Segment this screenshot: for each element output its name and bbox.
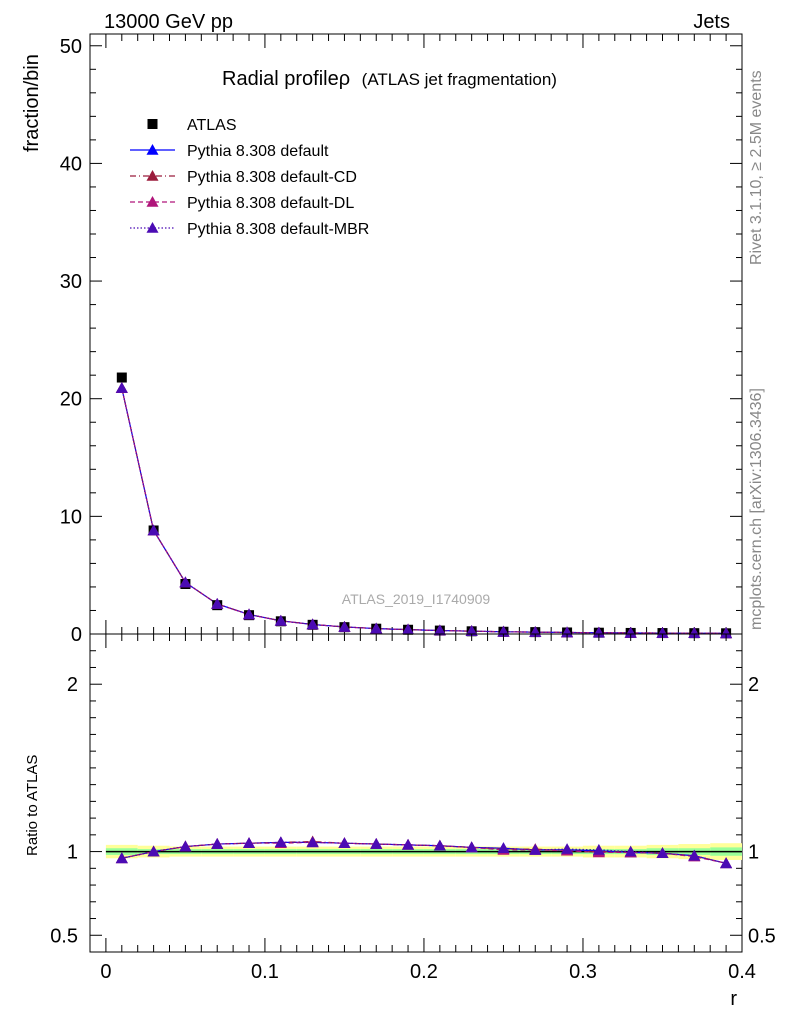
ratio-ytick-label-right: 0.5 [748,925,776,947]
main-point-data [116,372,127,383]
main-point-mbr [338,620,351,632]
legend-label: Pythia 8.308 default-CD [187,169,357,186]
legend-label: Pythia 8.308 default [187,143,329,160]
ratio-ylabel: Ratio to ATLAS [24,755,41,856]
ratio-point-mbr [561,843,574,854]
main-point-mbr [306,618,319,630]
ratio-line-cd [121,840,727,864]
chart-title: Radial profileρ (ATLAS jet fragmentation… [222,68,557,90]
ratio-point-mbr [402,838,415,850]
ratio-point-mbr [529,843,542,855]
mcplots-label: mcplots.cern.ch [arXiv:1306.3436] [748,388,765,630]
xlabel: r [730,988,737,1010]
main-ytick-label: 0 [71,624,82,646]
main-line-dl [121,387,727,634]
main-ytick-label: 40 [60,153,82,175]
xtick-label: 0.2 [410,961,438,983]
legend-item-data: ATLAS [147,117,237,134]
xtick-label: 0.4 [728,961,756,983]
legend-marker-mbr [146,222,159,233]
main-point-mbr [561,626,574,638]
main-panel: ATLAS_2019_I1740909 0 10 20 30 40 50 Radial p… [60,33,743,646]
ratio-point-mbr [211,838,224,849]
main-ytick-label: 20 [60,389,82,411]
ratio-point-mbr [179,840,192,852]
ratio-frame [89,633,743,953]
main-ytick-label: 50 [60,36,82,58]
main-point-mbr [243,608,256,620]
main-point-mbr [179,576,192,588]
ratio-ytick-label-right: 1 [748,842,759,864]
legend-marker-default [146,144,159,155]
main-ylabel: fraction/bin [21,54,43,152]
legend-item-cd: Pythia 8.308 default-CD [130,169,357,186]
main-point-mbr [592,626,605,638]
legend-item-default: Pythia 8.308 default [130,143,329,160]
main-point-mbr [115,382,128,393]
legend: ATLAS Pythia 8.308 default Pythia 8.308 de… [130,117,369,238]
xtick-label: 0 [100,961,111,983]
main-point-mbr [720,627,733,639]
ratio-point-mbr [433,839,446,851]
x-tick-labels: 0 0.1 0.2 0.3 0.4 [100,961,756,983]
ratio-point-mbr [306,836,319,848]
legend-item-mbr: Pythia 8.308 default-MBR [130,221,369,238]
ratio-point-mbr [243,837,256,849]
legend-marker-cd [146,170,159,181]
ratio-line-mbr [121,841,727,864]
ratio-point-mbr [656,847,669,859]
ratio-lines [121,840,727,864]
ratio-ytick-label-right: 2 [748,674,759,696]
main-point-mbr [688,627,701,638]
watermark: ATLAS_2019_I1740909 [342,591,491,607]
ratio-point-mbr [370,838,383,849]
legend-label: ATLAS [187,117,237,134]
ratio-point-mbr [115,852,128,864]
main-point-mbr [433,624,446,636]
energy-label: 13000 GeV pp [104,11,233,33]
main-point-mbr [624,626,637,638]
legend-marker-data [147,119,158,129]
ratio-point-mbr [465,841,478,853]
ratio-point-mbr [720,857,733,869]
process-label: Jets [693,11,730,33]
main-point-mbr [656,627,669,638]
ratio-panel: 0.5 0.5 1 1 2 2 [50,633,776,953]
ratio-point-mbr [592,843,605,855]
legend-item-dl: Pythia 8.308 default-DL [130,195,354,212]
ratio-markers [115,835,733,869]
main-point-mbr [274,614,287,626]
chart-title-sub: (ATLAS jet fragmentation) [362,70,557,89]
rivet-version-label: Rivet 3.1.10, ≥ 2.5M events [748,70,765,265]
ratio-line-dl [121,841,727,864]
ratio-point-mbr [274,836,287,848]
xtick-label: 0.1 [251,961,279,983]
ratio-ticks: 0.5 0.5 1 1 2 2 [50,634,776,952]
ratio-point-mbr [338,837,351,849]
ratio-point-mbr [147,845,160,857]
main-point-mbr [465,625,478,636]
xtick-label: 0.3 [569,961,597,983]
main-point-mbr [211,598,224,609]
ratio-ytick-label: 1 [67,842,78,864]
legend-label: Pythia 8.308 default-MBR [187,221,369,238]
main-ytick-label: 30 [60,271,82,293]
main-markers [115,372,733,639]
legend-label: Pythia 8.308 default-DL [187,195,354,212]
chart-title-main: Radial profileρ [222,68,350,90]
main-point-mbr [147,524,160,536]
main-lines [121,387,727,634]
main-ytick-label: 10 [60,506,82,528]
ratio-point-mbr [688,849,701,861]
main-ticks: 0 10 20 30 40 50 [60,34,743,646]
main-point-mbr [402,623,415,635]
main-point-mbr [370,622,383,634]
ratio-point-mbr [497,842,510,854]
ratio-ytick-label: 0.5 [50,925,78,947]
legend-marker-dl [146,196,159,207]
ratio-ytick-label: 2 [67,674,78,696]
ratio-point-mbr [624,845,637,857]
